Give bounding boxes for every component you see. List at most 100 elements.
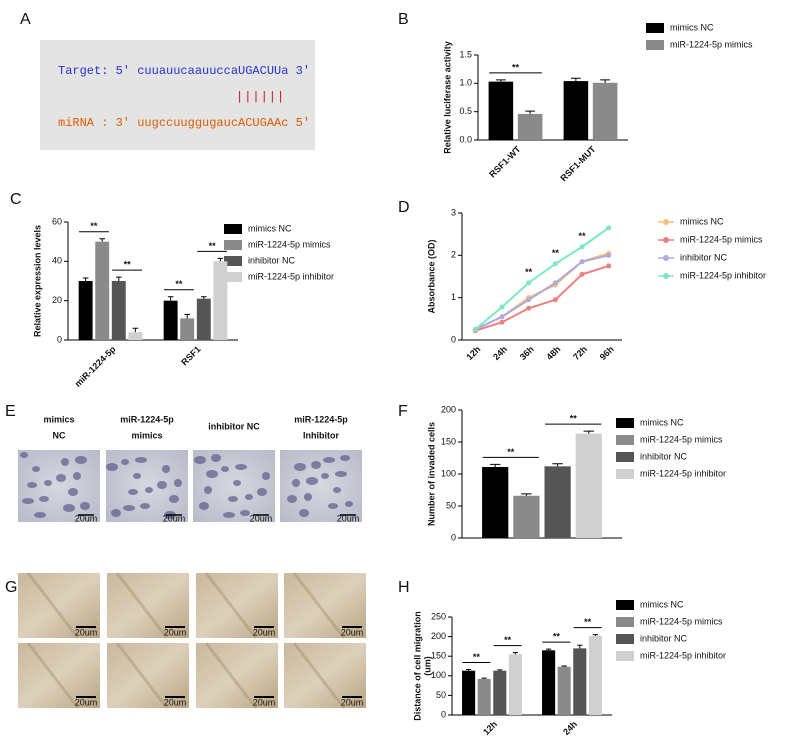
significance-label: ** [578, 231, 586, 241]
y-tick-label: 2 [451, 250, 456, 260]
bar [163, 300, 178, 340]
significance-label: ** [209, 241, 217, 251]
bar [482, 466, 509, 538]
error-bar [82, 277, 89, 281]
cell [20, 452, 28, 458]
scale-bar-label: 20um [337, 513, 360, 523]
legend-swatch [663, 255, 669, 261]
scale-bar-label: 20um [253, 627, 276, 637]
cell [294, 463, 306, 471]
cell [199, 502, 209, 510]
wound-edge [115, 572, 169, 639]
error-bar [217, 257, 224, 262]
y-axis-title: Distance of cell migration [412, 611, 422, 721]
y-tick-label: 50 [436, 690, 446, 700]
y-axis-title: Number of invaded cells [426, 422, 436, 526]
bar [180, 318, 195, 340]
legend-swatch [616, 634, 634, 644]
bar [128, 332, 143, 340]
legend-swatch [663, 219, 669, 225]
error-bar [570, 77, 581, 82]
mirna-sequence: miRNA : 3' uugccuuggugaucACUGAAc 5' [58, 116, 310, 130]
image-label: mimics [43, 414, 74, 424]
legend-label: miR-1224-5p mimics [640, 434, 723, 444]
sequence-box [40, 40, 315, 150]
cell [22, 498, 34, 504]
bar [557, 666, 571, 715]
y-tick-label: 100 [441, 468, 456, 478]
cell [321, 473, 329, 479]
legend-swatch [616, 600, 634, 610]
panel-label: D [398, 199, 410, 216]
y-tick-label: 3 [451, 207, 456, 217]
legend-swatch [646, 40, 664, 50]
cell [262, 472, 270, 480]
image-label: miR-1224-5p [120, 414, 174, 424]
cell [39, 496, 49, 502]
legend-label: miR-1224-5p inhibitor [248, 271, 334, 281]
error-bar [184, 313, 190, 319]
bar [111, 281, 126, 340]
legend-swatch [663, 273, 669, 279]
error-bar [600, 79, 611, 83]
y-tick-label: 250 [431, 611, 446, 621]
y-tick-label: 60 [52, 216, 62, 226]
point [499, 319, 505, 325]
error-bar [583, 430, 595, 434]
legend-swatch [224, 256, 242, 266]
cell [194, 456, 206, 464]
point [606, 225, 612, 231]
legend-swatch [616, 418, 634, 428]
legend-label: miR-1224-5p mimics [640, 616, 723, 626]
error-bar [592, 634, 599, 636]
bar [95, 241, 110, 340]
legend-label: mimics NC [640, 599, 684, 609]
line [474, 227, 610, 331]
image-label: NC [53, 430, 66, 440]
error-bar [489, 463, 501, 467]
error-bar [495, 79, 506, 82]
point [552, 280, 558, 286]
legend-label: miR-1224-5p mimics [248, 239, 331, 249]
cell [135, 457, 147, 463]
scale-bar-label: 20um [341, 697, 364, 707]
image-label: mimics [131, 430, 162, 440]
bar [588, 635, 602, 715]
point [526, 297, 532, 303]
y-axis-title: Relative luciferase activity [442, 41, 452, 154]
y-tick-label: 50 [446, 500, 456, 510]
error-bar [465, 669, 472, 671]
y-axis-title: (um) [422, 656, 432, 676]
bar [592, 82, 618, 140]
bar [517, 113, 543, 140]
bar [462, 670, 476, 715]
x-tick-label: 72h [571, 344, 589, 362]
cell [304, 493, 312, 501]
bar [493, 670, 507, 715]
cell [333, 487, 341, 493]
image-label: miR-1224-5p [294, 414, 348, 424]
bar [488, 81, 514, 140]
cell [328, 503, 338, 509]
x-tick-label: 24h [561, 719, 579, 737]
error-bar [201, 296, 207, 299]
error-bar [525, 110, 536, 114]
scale-bar-label: 20um [253, 697, 276, 707]
micrograph [106, 450, 188, 522]
wound-edge [204, 572, 258, 639]
point [606, 252, 612, 258]
cell [340, 455, 350, 461]
cell [56, 474, 66, 482]
legend-label: miR-1224-5p mimics [670, 39, 753, 49]
wound-edge [26, 572, 80, 639]
cell [32, 466, 40, 472]
point [499, 314, 505, 320]
cell [145, 487, 153, 493]
panel-label: E [5, 403, 16, 420]
bar [78, 281, 93, 340]
bar [477, 678, 491, 715]
cell [306, 477, 318, 485]
significance-label: ** [584, 617, 592, 627]
point [579, 259, 585, 265]
pairing: |||||| [236, 90, 285, 104]
